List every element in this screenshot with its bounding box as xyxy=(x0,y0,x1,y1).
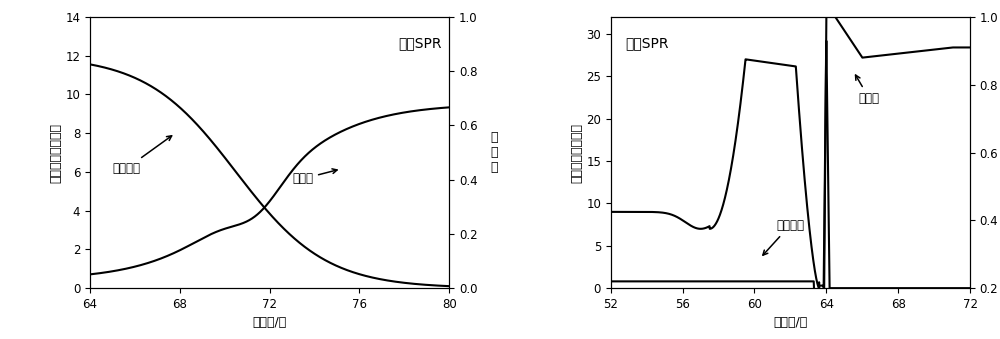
Text: 传统SPR: 传统SPR xyxy=(398,36,442,50)
Y-axis label: 银膜表面电场强度: 银膜表面电场强度 xyxy=(49,123,62,182)
Text: 电场强度: 电场强度 xyxy=(763,219,804,255)
Text: 长程SPR: 长程SPR xyxy=(625,36,669,50)
Y-axis label: 银膜表面电场强度: 银膜表面电场强度 xyxy=(570,123,583,182)
Text: 反射率: 反射率 xyxy=(856,75,880,105)
Text: 反射率: 反射率 xyxy=(292,169,337,185)
X-axis label: 入射角/度: 入射角/度 xyxy=(252,316,287,330)
Y-axis label: 反
射
率: 反 射 率 xyxy=(490,131,498,174)
X-axis label: 入射角/度: 入射角/度 xyxy=(773,316,808,330)
Text: 电场强度: 电场强度 xyxy=(112,136,172,175)
